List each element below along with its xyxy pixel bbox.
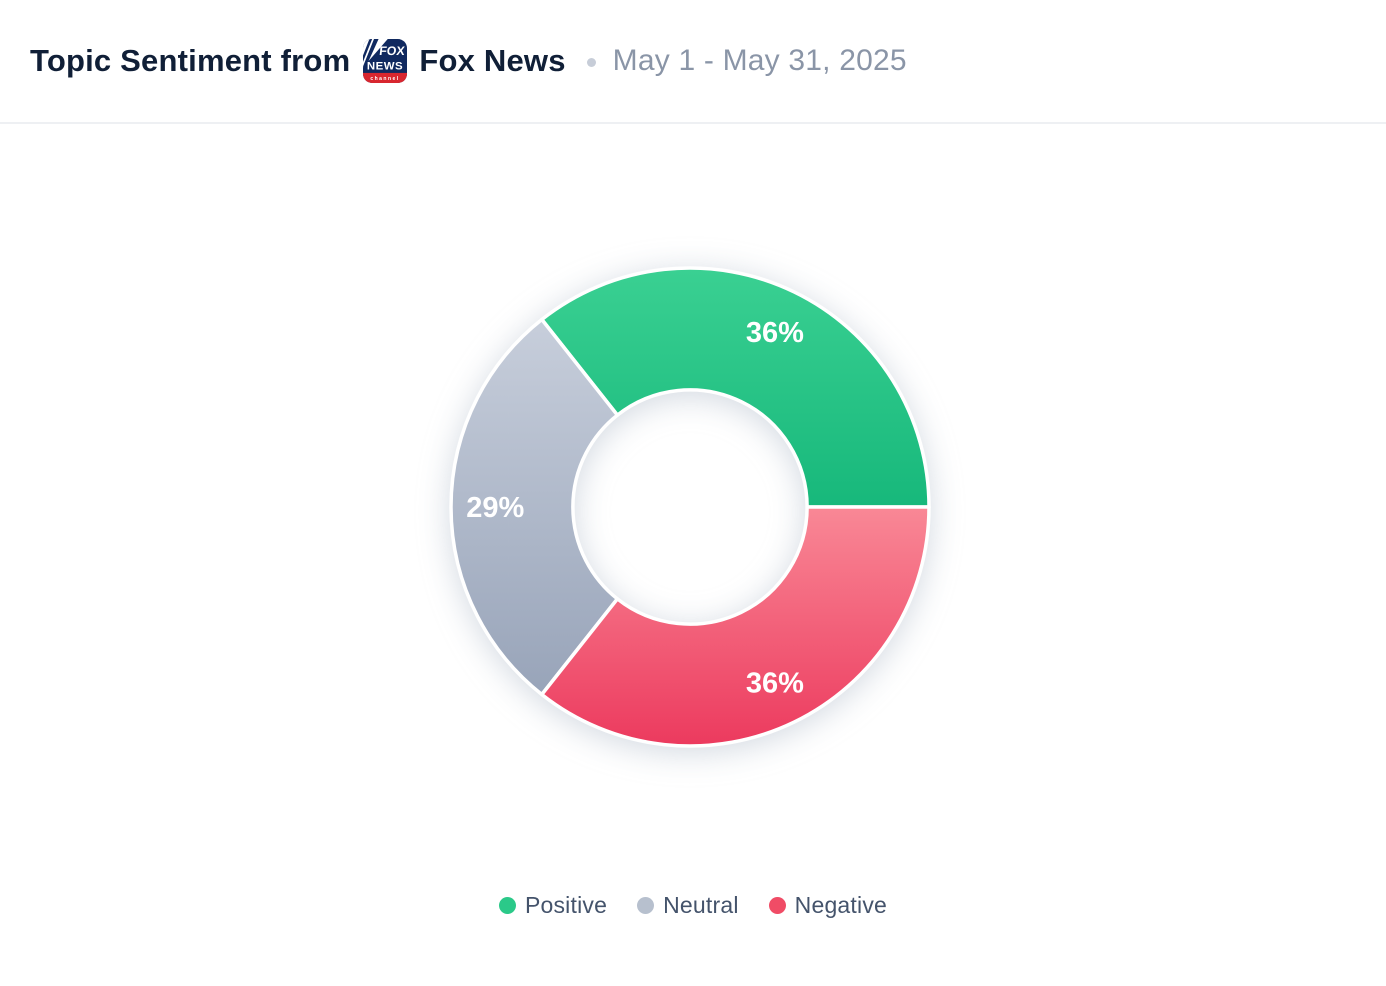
slice-neutral[interactable] [449, 317, 620, 697]
neutral-dot-icon [637, 897, 655, 914]
chart-legend: Positive Neutral Negative [0, 892, 1386, 919]
logo-text-channel: channel [371, 76, 400, 82]
legend-item-negative[interactable]: Negative [768, 892, 888, 919]
fox-news-logo-icon: FOX NEWS channel [363, 39, 408, 83]
slice-label-neutral: 29% [466, 492, 524, 524]
legend-label: Neutral [663, 892, 739, 918]
legend-label: Positive [524, 892, 608, 918]
positive-dot-icon [498, 897, 516, 914]
legend-item-positive[interactable]: Positive [498, 892, 608, 919]
slice-negative[interactable] [540, 505, 931, 748]
logo-beam [363, 39, 373, 62]
date-range: May 1 - May 31, 2025 [612, 44, 907, 77]
source-name: Fox News [419, 43, 566, 78]
slice-label-positive: 36% [746, 317, 804, 349]
page-title: Topic Sentiment from FOX NEWS channel Fo… [30, 39, 566, 83]
slice-label-negative: 36% [746, 667, 804, 699]
slice-positive[interactable] [540, 266, 931, 509]
negative-dot-icon [768, 897, 786, 914]
sentiment-donut-chart: 36% 29% 36% [430, 247, 950, 767]
legend-item-neutral[interactable]: Neutral [637, 892, 739, 919]
legend-label: Negative [794, 892, 888, 918]
logo-channel-band [363, 72, 408, 83]
logo-beam [363, 39, 379, 70]
donut-chart-svg: 36% 29% 36% [449, 266, 931, 748]
logo-text-fox: FOX [379, 44, 407, 58]
card-header: Topic Sentiment from FOX NEWS channel Fo… [0, 0, 1386, 124]
separator-dot-icon [586, 58, 596, 67]
title-prefix: Topic Sentiment from [30, 43, 351, 78]
logo-text-news: NEWS [367, 60, 403, 72]
